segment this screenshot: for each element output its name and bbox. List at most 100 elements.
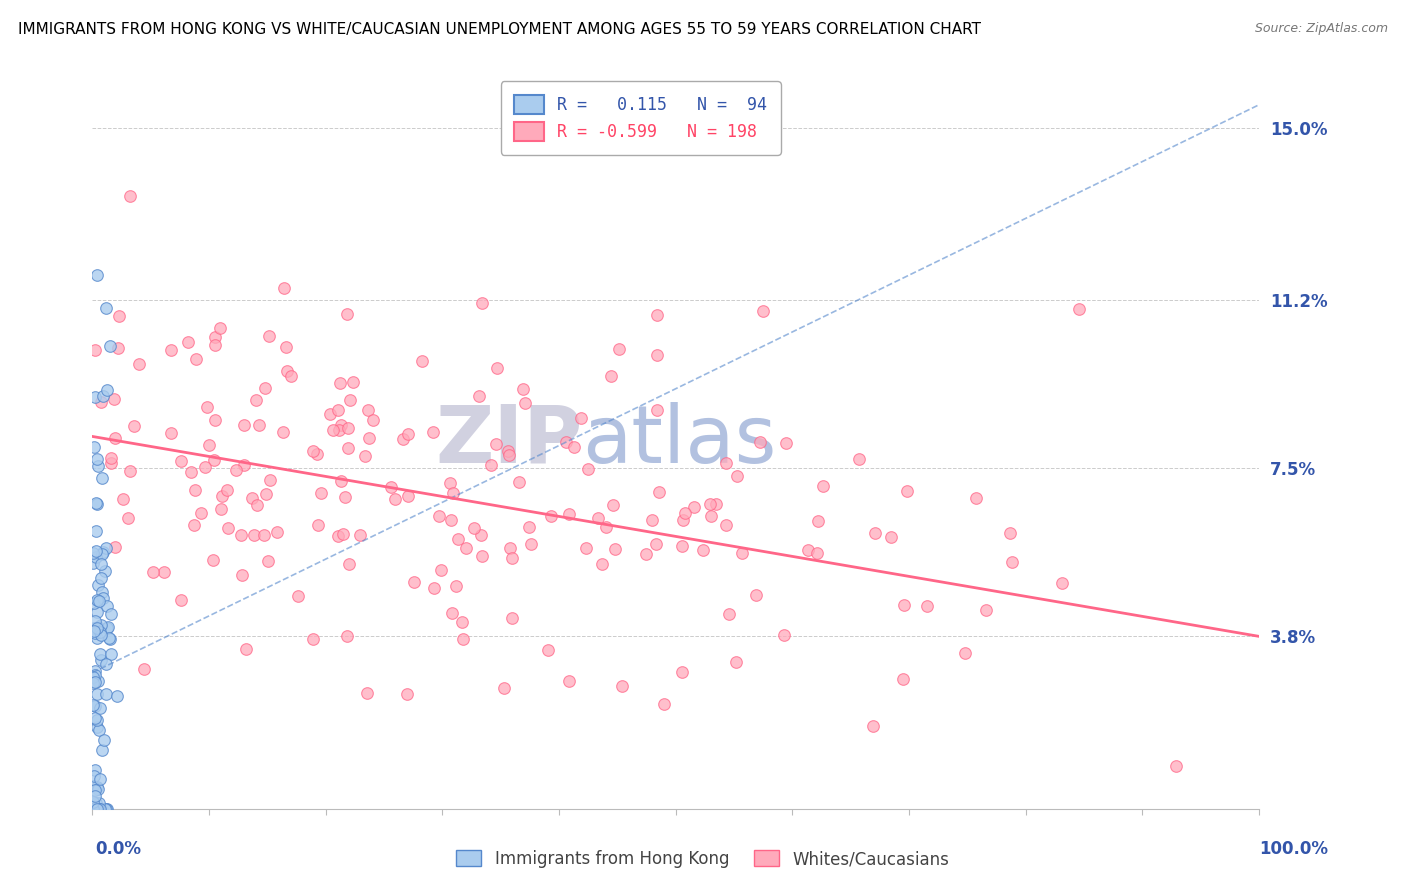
Point — [108, 309, 131, 323]
Point — [673, 506, 696, 520]
Legend: R =   0.115   N =  94, R = -0.599   N = 198: R = 0.115 N = 94, R = -0.599 N = 198 — [501, 81, 780, 155]
Point — [806, 546, 828, 560]
Point — [451, 632, 474, 646]
Point — [195, 400, 218, 414]
Point — [558, 508, 581, 522]
Point — [471, 296, 494, 310]
Point — [602, 498, 624, 512]
Point — [83, 769, 105, 783]
Point — [184, 352, 207, 367]
Point — [90, 571, 112, 585]
Point — [202, 452, 225, 467]
Point — [86, 673, 108, 688]
Point — [862, 719, 884, 733]
Point — [103, 392, 125, 407]
Point — [91, 743, 114, 757]
Point — [863, 526, 886, 541]
Point — [87, 620, 110, 634]
Point — [118, 463, 141, 477]
Point — [84, 626, 107, 640]
Point — [247, 417, 270, 432]
Point — [94, 301, 117, 315]
Point — [266, 524, 288, 539]
Point — [256, 554, 278, 568]
Point — [562, 440, 585, 454]
Point — [90, 558, 112, 572]
Point — [745, 588, 768, 602]
Point — [699, 497, 721, 511]
Point — [84, 550, 107, 565]
Point — [86, 714, 108, 728]
Text: atlas: atlas — [582, 402, 776, 480]
Point — [86, 497, 108, 511]
Point — [86, 621, 108, 635]
Point — [100, 647, 122, 661]
Point — [152, 565, 174, 579]
Point — [82, 698, 104, 712]
Point — [392, 432, 415, 446]
Point — [86, 268, 108, 282]
Point — [204, 337, 226, 351]
Point — [274, 340, 297, 354]
Point — [645, 348, 668, 362]
Point — [333, 490, 356, 504]
Point — [672, 513, 695, 527]
Point — [160, 425, 183, 440]
Point — [974, 603, 997, 617]
Point — [450, 615, 472, 630]
Point — [485, 436, 508, 450]
Point — [86, 687, 108, 701]
Point — [496, 444, 519, 458]
Point — [87, 577, 110, 591]
Point — [775, 436, 797, 450]
Point — [83, 390, 105, 404]
Point — [91, 471, 114, 485]
Point — [100, 450, 122, 465]
Point — [218, 521, 240, 535]
Point — [84, 668, 107, 682]
Point — [716, 456, 738, 470]
Point — [90, 653, 112, 667]
Point — [998, 526, 1021, 541]
Point — [384, 491, 406, 506]
Point — [1001, 555, 1024, 569]
Point — [93, 733, 115, 747]
Point — [91, 545, 114, 559]
Point — [82, 546, 104, 560]
Point — [576, 462, 599, 476]
Point — [142, 565, 165, 579]
Point — [287, 589, 309, 603]
Point — [441, 486, 464, 500]
Point — [329, 475, 352, 489]
Legend: Immigrants from Hong Kong, Whites/Caucasians: Immigrants from Hong Kong, Whites/Caucas… — [450, 844, 956, 875]
Point — [647, 308, 669, 322]
Point — [183, 517, 205, 532]
Point — [89, 723, 111, 738]
Point — [308, 517, 330, 532]
Point — [93, 591, 115, 606]
Point — [423, 581, 446, 595]
Point — [84, 495, 107, 509]
Point — [891, 672, 914, 686]
Point — [512, 382, 534, 396]
Point — [159, 343, 181, 358]
Point — [177, 335, 200, 350]
Point — [89, 796, 111, 810]
Point — [86, 452, 108, 467]
Point — [326, 529, 349, 543]
Point — [124, 419, 146, 434]
Point — [89, 772, 111, 786]
Point — [454, 541, 477, 556]
Point — [94, 541, 117, 555]
Point — [208, 321, 231, 335]
Point — [231, 567, 253, 582]
Point — [536, 643, 558, 657]
Point — [517, 520, 540, 534]
Point — [94, 657, 117, 672]
Point — [246, 498, 269, 512]
Point — [492, 681, 515, 695]
Point — [117, 511, 139, 525]
Point — [105, 690, 128, 704]
Point — [634, 547, 657, 561]
Point — [671, 539, 693, 553]
